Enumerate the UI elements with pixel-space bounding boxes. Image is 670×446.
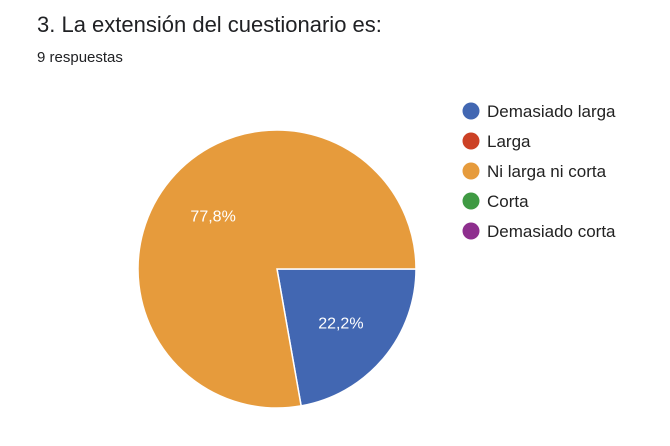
legend-label-3: Corta [487, 192, 529, 211]
response-count: 9 respuestas [37, 49, 123, 66]
pie-slice-0 [276, 268, 417, 407]
legend-label-2: Ni larga ni corta [487, 162, 607, 181]
slice-label-0: 22,2% [318, 316, 363, 333]
legend-marker-3 [462, 192, 480, 210]
legend-marker-0 [462, 102, 480, 120]
legend-label-0: Demasiado larga [487, 102, 616, 121]
legend-marker-4 [462, 222, 480, 240]
legend-marker-1 [462, 132, 480, 150]
question-title: 3. La extensión del cuestionario es: [37, 12, 382, 37]
pie-slice-2 [137, 129, 417, 409]
legend-marker-2 [462, 162, 480, 180]
slice-label-2: 77,8% [190, 208, 235, 225]
legend-label-1: Larga [487, 132, 531, 151]
legend-label-4: Demasiado corta [487, 222, 616, 241]
